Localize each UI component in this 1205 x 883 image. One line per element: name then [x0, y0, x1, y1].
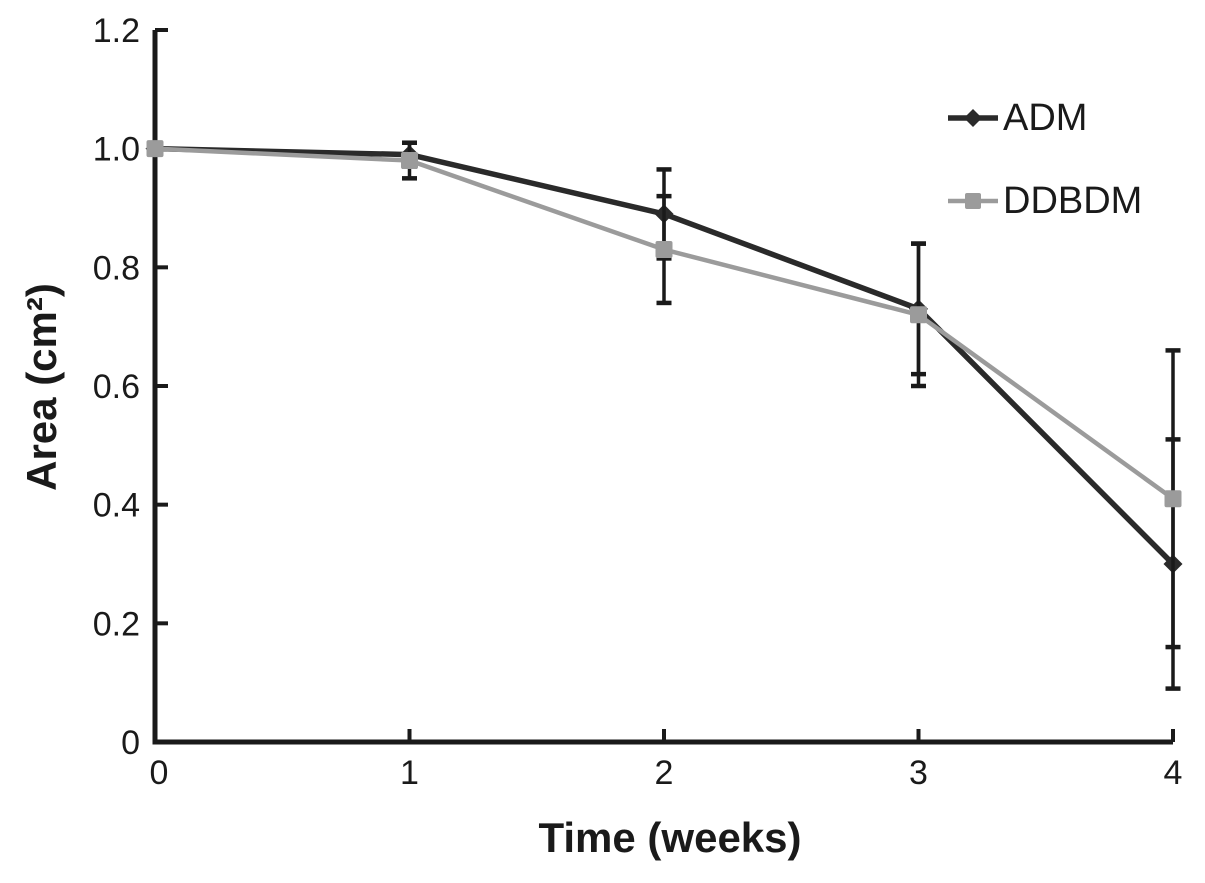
data-point-square-ddbdm	[401, 152, 418, 170]
x-tick-label: 0	[150, 754, 169, 792]
legend-label-ddbdm: DDBDM	[1003, 180, 1143, 222]
ddbdm-line-square-icon	[948, 193, 998, 209]
x-tick-label: 4	[1164, 754, 1183, 792]
y-tick-label: 0.8	[93, 249, 140, 287]
legend-item-adm: ADM	[948, 96, 1142, 140]
y-tick-label: 0.4	[93, 487, 140, 525]
legend-item-ddbdm: DDBDM	[948, 179, 1142, 223]
data-point-square-ddbdm	[910, 306, 927, 324]
legend-square-icon	[965, 193, 981, 209]
x-axis-title: Time (weeks)	[538, 814, 802, 861]
data-point-square-ddbdm	[1164, 490, 1182, 508]
x-tick-label: 1	[400, 754, 419, 792]
legend-diamond-icon	[964, 109, 982, 127]
y-tick-label: 0	[121, 724, 140, 762]
y-tick-label: 0.6	[93, 368, 140, 406]
x-tick-label: 3	[909, 754, 928, 792]
y-tick-label: 1.0	[93, 131, 140, 169]
legend-label-adm: ADM	[1003, 97, 1088, 139]
y-tick-label: 1.2	[93, 12, 140, 50]
y-tick-label: 0.2	[93, 605, 140, 643]
legend: ADM DDBDM	[948, 96, 1142, 262]
x-tick-label: 2	[655, 754, 674, 792]
y-axis-title: Area (cm²)	[18, 283, 65, 491]
data-point-square-ddbdm	[655, 241, 673, 259]
adm-line-diamond-icon	[948, 109, 998, 127]
data-point-square-ddbdm	[146, 140, 164, 158]
